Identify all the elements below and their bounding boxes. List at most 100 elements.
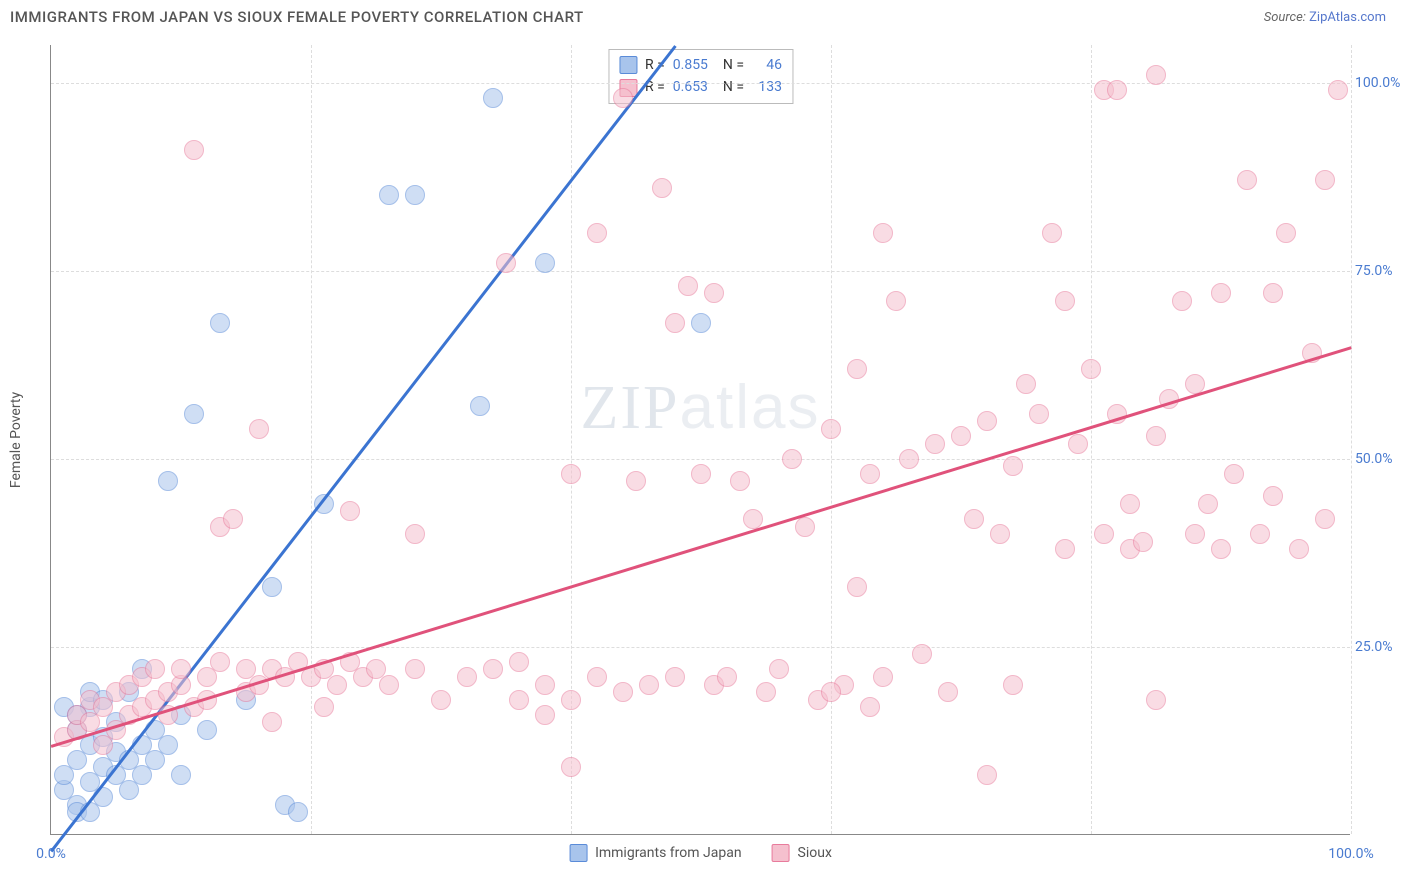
n-label: N = (716, 76, 744, 98)
data-point (821, 419, 841, 439)
data-point (379, 185, 399, 205)
data-point (496, 253, 516, 273)
data-point (899, 449, 919, 469)
trend-line (51, 346, 1352, 747)
data-point (184, 140, 204, 160)
data-point (314, 697, 334, 717)
data-point (470, 396, 490, 416)
scatter-plot: Female Poverty ZIPatlas R = 0.855 N = 46… (50, 45, 1350, 835)
data-point (626, 471, 646, 491)
data-point (1081, 359, 1101, 379)
series-legend: Immigrants from Japan Sioux (569, 844, 832, 862)
y-tick-label: 100.0% (1355, 75, 1406, 91)
data-point (1120, 494, 1140, 514)
data-point (782, 449, 802, 469)
data-point (873, 667, 893, 687)
gridline-vertical (311, 45, 312, 834)
gridline-horizontal (51, 459, 1350, 460)
data-point (665, 313, 685, 333)
data-point (80, 802, 100, 822)
data-point (327, 675, 347, 695)
n-value: 133 (752, 76, 782, 98)
y-tick-label: 25.0% (1355, 639, 1406, 655)
n-value: 46 (752, 54, 782, 76)
data-point (1055, 539, 1075, 559)
legend-item: Sioux (772, 844, 832, 862)
data-point (1003, 675, 1023, 695)
data-point (1146, 426, 1166, 446)
data-point (379, 675, 399, 695)
data-point (977, 765, 997, 785)
data-point (652, 178, 672, 198)
data-point (730, 471, 750, 491)
data-point (535, 253, 555, 273)
data-point (1172, 291, 1192, 311)
data-point (210, 313, 230, 333)
legend-item: Immigrants from Japan (569, 844, 741, 862)
data-point (1185, 524, 1205, 544)
data-point (431, 690, 451, 710)
data-point (509, 652, 529, 672)
data-point (561, 757, 581, 777)
data-point (951, 426, 971, 446)
data-point (1133, 532, 1153, 552)
data-point (1211, 283, 1231, 303)
data-point (1003, 456, 1023, 476)
data-point (1224, 464, 1244, 484)
data-point (977, 411, 997, 431)
data-point (1068, 434, 1088, 454)
data-point (613, 682, 633, 702)
data-point (691, 313, 711, 333)
data-point (717, 667, 737, 687)
data-point (1289, 539, 1309, 559)
data-point (171, 765, 191, 785)
data-point (184, 404, 204, 424)
data-point (1016, 374, 1036, 394)
data-point (262, 577, 282, 597)
data-point (197, 720, 217, 740)
y-tick-label: 50.0% (1355, 451, 1406, 467)
data-point (1263, 486, 1283, 506)
data-point (158, 471, 178, 491)
data-point (990, 524, 1010, 544)
r-value: 0.653 (673, 76, 708, 98)
data-point (743, 509, 763, 529)
trend-line (50, 45, 676, 852)
data-point (405, 659, 425, 679)
data-point (639, 675, 659, 695)
data-point (535, 675, 555, 695)
gridline-vertical (571, 45, 572, 834)
gridline-horizontal (51, 271, 1350, 272)
data-point (821, 682, 841, 702)
data-point (561, 690, 581, 710)
data-point (795, 517, 815, 537)
data-point (587, 223, 607, 243)
legend-swatch (569, 844, 587, 862)
data-point (1315, 170, 1335, 190)
gridline-horizontal (51, 647, 1350, 648)
legend-label: Sioux (798, 845, 832, 861)
y-tick-label: 75.0% (1355, 263, 1406, 279)
chart-header: IMMIGRANTS FROM JAPAN VS SIOUX FEMALE PO… (0, 0, 1406, 30)
data-point (1042, 223, 1062, 243)
data-point (587, 667, 607, 687)
data-point (1263, 283, 1283, 303)
data-point (691, 464, 711, 484)
data-point (1198, 494, 1218, 514)
data-point (756, 682, 776, 702)
data-point (1146, 65, 1166, 85)
data-point (847, 577, 867, 597)
data-point (1029, 404, 1049, 424)
data-point (262, 712, 282, 732)
data-point (938, 682, 958, 702)
data-point (1185, 374, 1205, 394)
source-link[interactable]: ZipAtlas.com (1309, 10, 1386, 25)
n-label: N = (716, 54, 744, 76)
legend-swatch (772, 844, 790, 862)
gridline-vertical (831, 45, 832, 834)
data-point (847, 359, 867, 379)
data-point (912, 644, 932, 664)
data-point (769, 659, 789, 679)
watermark: ZIPatlas (581, 372, 821, 444)
data-point (1094, 524, 1114, 544)
